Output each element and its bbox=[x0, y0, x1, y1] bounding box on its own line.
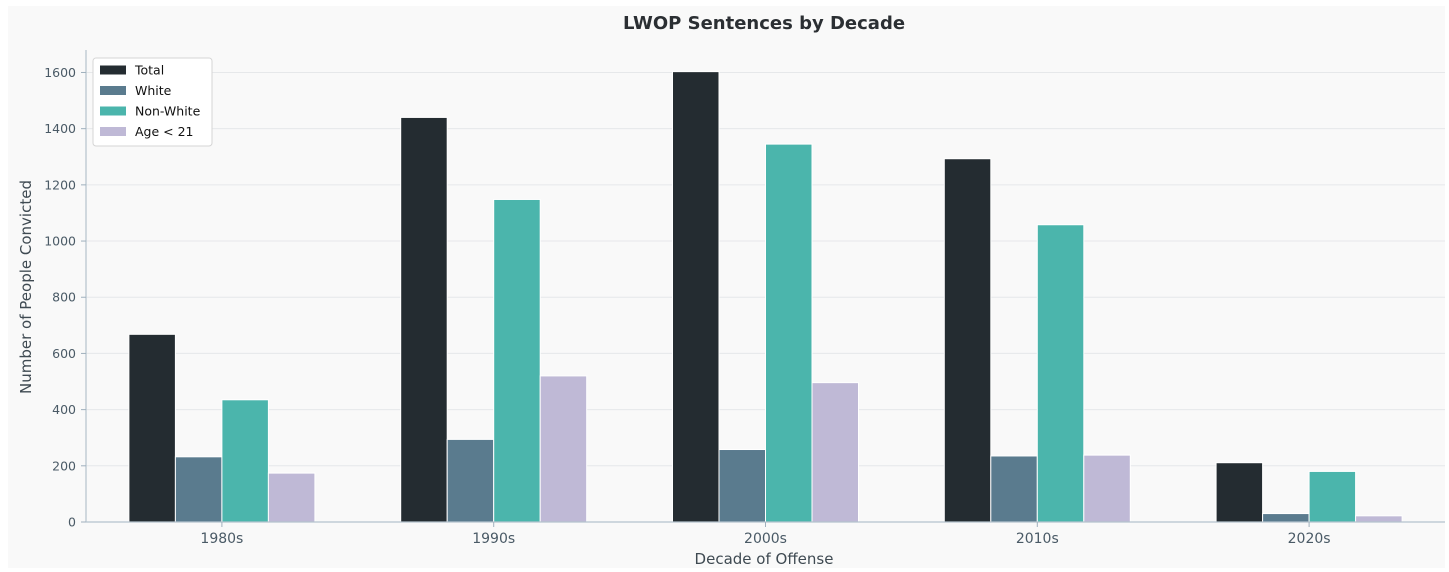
bar-age-21-1980s bbox=[267, 472, 316, 523]
y-tick-label: 400 bbox=[52, 402, 76, 417]
bar-total-1980s bbox=[128, 333, 176, 523]
legend-label: Age < 21 bbox=[135, 124, 194, 139]
legend-label: White bbox=[135, 83, 172, 98]
bar-white-2000s bbox=[718, 449, 766, 523]
x-ticks: 1980s 1990s 2000s 2010s 2020s bbox=[200, 522, 1331, 547]
bar-white-1980s bbox=[174, 456, 223, 523]
bar-non-white-1980s bbox=[221, 399, 269, 523]
bars bbox=[128, 71, 1403, 523]
bar-white-1990s bbox=[446, 438, 495, 523]
y-tick-label: 0 bbox=[68, 515, 76, 530]
legend: Total White Non-White Age < 21 bbox=[92, 57, 213, 147]
bar-age-21-2010s bbox=[1083, 454, 1131, 523]
y-tick-label: 800 bbox=[52, 290, 76, 305]
chart-title: LWOP Sentences by Decade bbox=[623, 13, 905, 34]
bar-non-white-2010s bbox=[1036, 224, 1085, 523]
x-tick-label: 2010s bbox=[1016, 531, 1059, 547]
bar-white-2010s bbox=[990, 455, 1038, 523]
y-ticks: 0 200 400 600 800 1000 1200 1400 1600 bbox=[44, 65, 86, 530]
legend-swatch bbox=[100, 127, 126, 136]
bar-non-white-2000s bbox=[765, 143, 813, 523]
legend-box bbox=[92, 57, 213, 147]
bar-age-21-2020s bbox=[1355, 515, 1403, 523]
bar-total-1990s bbox=[400, 116, 448, 523]
legend-label: Non-White bbox=[135, 104, 201, 119]
x-tick-label: 1980s bbox=[200, 531, 243, 547]
y-tick-label: 200 bbox=[52, 458, 76, 473]
bar-non-white-2020s bbox=[1308, 470, 1357, 523]
y-axis-label: Number of People Convicted bbox=[17, 180, 35, 394]
x-tick-label: 2000s bbox=[744, 531, 787, 547]
bar-white-2020s bbox=[1262, 513, 1310, 523]
bar-total-2000s bbox=[672, 71, 720, 523]
y-tick-label: 1600 bbox=[44, 65, 76, 80]
legend-swatch bbox=[100, 65, 126, 75]
bar-total-2020s bbox=[1215, 462, 1264, 523]
bar-age-21-1990s bbox=[539, 375, 588, 523]
y-tick-label: 1400 bbox=[44, 121, 76, 136]
x-axis-label: Decade of Offense bbox=[695, 550, 834, 568]
y-tick-label: 1200 bbox=[44, 177, 76, 192]
bar-non-white-1990s bbox=[493, 198, 541, 523]
x-tick-label: 2020s bbox=[1288, 531, 1331, 547]
bar-total-2010s bbox=[943, 158, 992, 523]
legend-label: Total bbox=[134, 63, 164, 78]
legend-swatch bbox=[100, 86, 126, 95]
legend-swatch bbox=[100, 106, 126, 116]
y-tick-label: 1000 bbox=[44, 234, 76, 249]
y-tick-label: 600 bbox=[52, 346, 76, 361]
x-tick-label: 1990s bbox=[472, 531, 515, 547]
bar-age-21-2000s bbox=[811, 382, 859, 523]
